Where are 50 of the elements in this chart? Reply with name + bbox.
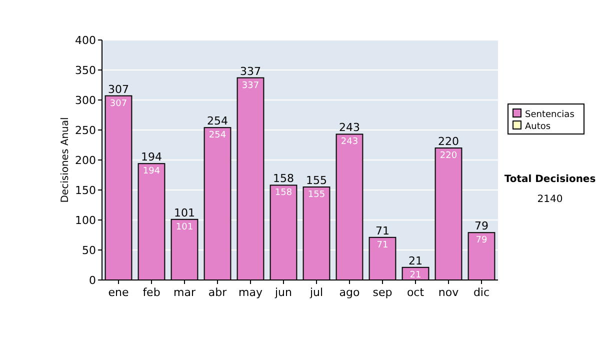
legend-label: Autos (525, 122, 551, 132)
y-axis-title: Decisiones Anual (60, 117, 71, 203)
x-tick-label: ene (108, 286, 129, 299)
x-tick-label: oct (406, 286, 425, 299)
x-tick-label: ago (339, 286, 360, 299)
x-tick-label: sep (372, 286, 392, 299)
total-label: 243 (339, 121, 360, 134)
total-label: 101 (174, 206, 195, 220)
x-tick-label: mar (174, 286, 196, 299)
y-tick-label: 200 (75, 154, 96, 167)
y-tick-label: 150 (75, 184, 96, 197)
total-label: 337 (240, 64, 261, 78)
x-tick-label: abr (208, 286, 228, 299)
x-tick-label: jul (308, 286, 324, 299)
total-label: 307 (108, 82, 129, 96)
legend-label: Sentencias (525, 110, 575, 120)
y-tick-label: 50 (82, 244, 96, 257)
total-label: 194 (141, 150, 162, 164)
total-label: 71 (376, 224, 390, 238)
total-label: 158 (273, 172, 294, 186)
y-tick-label: 400 (75, 34, 96, 47)
data-label: 101 (176, 222, 194, 232)
total-label: 21 (408, 254, 422, 268)
data-label: 243 (340, 137, 358, 148)
y-tick-label: 250 (75, 124, 96, 137)
y-tick-label: 0 (89, 274, 96, 287)
total-label: 254 (207, 114, 228, 128)
data-label: 79 (476, 236, 488, 246)
total-label: 220 (438, 135, 459, 148)
data-label: 194 (142, 166, 160, 177)
data-label: 307 (110, 98, 128, 109)
x-tick-label: nov (438, 286, 460, 299)
data-label: 71 (376, 240, 388, 250)
y-tick-label: 300 (75, 94, 96, 107)
x-tick-label: jun (274, 286, 292, 299)
data-label: 21 (410, 270, 422, 280)
y-tick-label: 350 (75, 64, 96, 77)
data-label: 220 (440, 151, 458, 161)
total-label: 79 (474, 220, 488, 233)
data-label: 337 (242, 80, 260, 91)
x-tick-label: feb (142, 286, 160, 299)
text: Total Decisiones (504, 174, 596, 185)
text: 2140 (537, 194, 563, 205)
data-label: 158 (274, 188, 292, 198)
x-tick-label: dic (473, 286, 490, 299)
y-tick-label: 100 (75, 214, 96, 227)
x-tick-label: may (238, 286, 263, 299)
data-label: 254 (208, 130, 226, 141)
data-label: 155 (308, 190, 326, 200)
total-label: 155 (306, 174, 327, 187)
